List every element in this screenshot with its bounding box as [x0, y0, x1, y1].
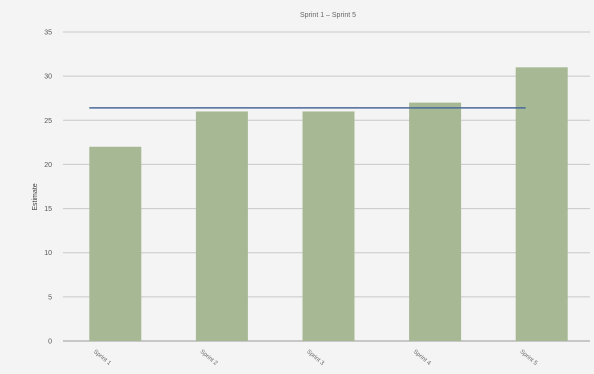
y-tick-label: 5 — [48, 294, 52, 301]
bar — [515, 67, 568, 342]
x-tick-label: Sprint 3 — [305, 349, 325, 367]
y-tick-label: 0 — [48, 339, 52, 346]
x-tick-label: Sprint 1 — [92, 349, 112, 367]
y-axis-title: Estimate — [32, 183, 39, 210]
y-axis-ticks: 0 5 10 15 20 25 30 35 — [44, 30, 52, 346]
x-tick-label: Sprint 5 — [518, 349, 538, 367]
y-tick-label: 30 — [44, 74, 52, 81]
y-tick-label: 15 — [44, 206, 52, 213]
bar — [89, 146, 142, 341]
bar — [302, 111, 355, 341]
chart-title: Sprint 1 – Sprint 5 — [300, 12, 356, 19]
x-tick-label: Sprint 2 — [199, 349, 219, 367]
bar — [195, 111, 248, 341]
y-tick-label: 25 — [44, 118, 52, 125]
x-tick-label: Sprint 4 — [412, 349, 432, 367]
y-tick-label: 20 — [44, 162, 52, 169]
y-tick-label: 10 — [44, 250, 52, 257]
x-axis-ticks: Sprint 1 Sprint 2 Sprint 3 Sprint 4 Sprint 5 — [92, 349, 539, 367]
bar — [409, 102, 462, 341]
bars — [89, 67, 568, 342]
y-tick-label: 35 — [44, 30, 52, 37]
